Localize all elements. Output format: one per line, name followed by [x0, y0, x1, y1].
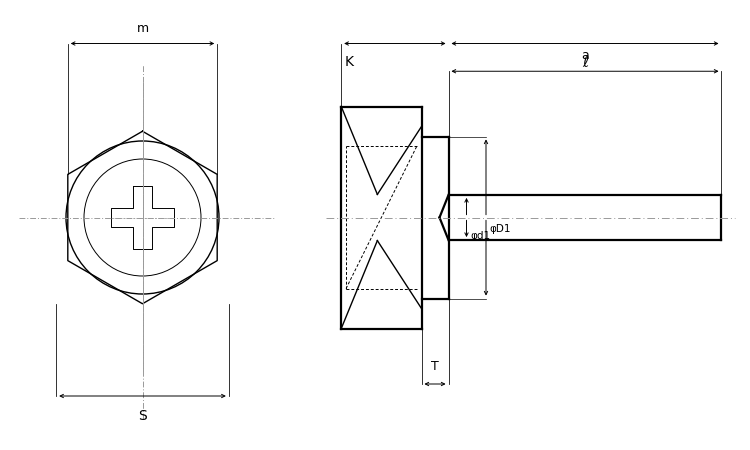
Text: a: a: [581, 49, 589, 62]
Text: S: S: [138, 410, 147, 423]
Text: φd1: φd1: [470, 231, 490, 241]
Text: T: T: [431, 360, 439, 373]
Text: ℓ: ℓ: [582, 55, 588, 70]
Text: K: K: [345, 55, 354, 69]
Text: φD1: φD1: [490, 224, 512, 234]
Text: m: m: [136, 22, 148, 35]
